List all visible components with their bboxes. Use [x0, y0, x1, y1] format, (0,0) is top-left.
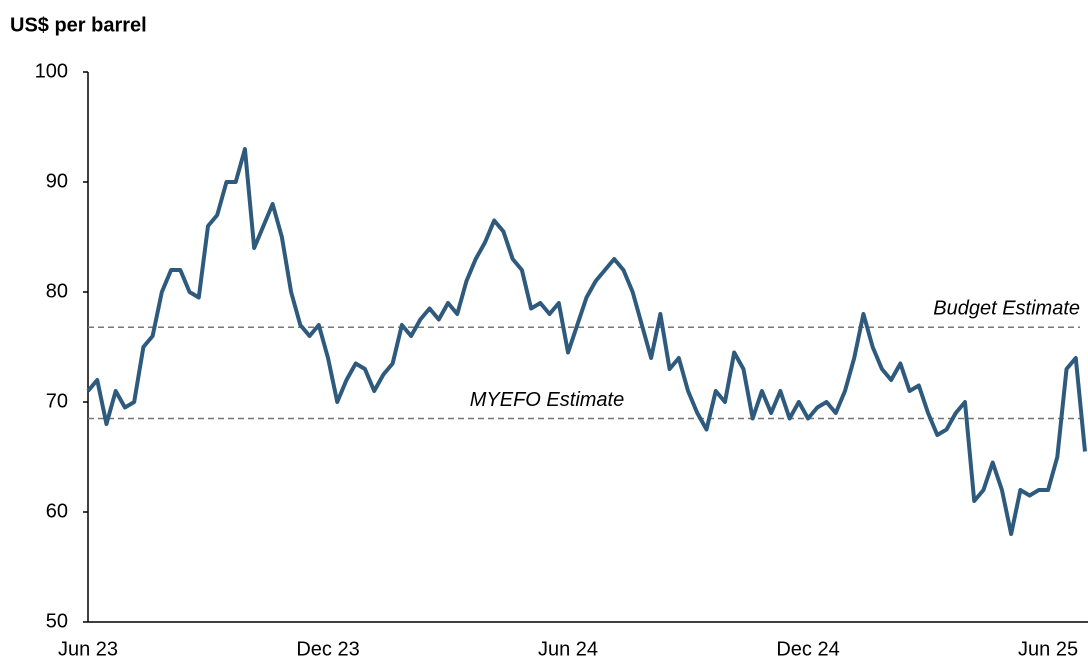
y-tick-label: 60 [46, 500, 68, 522]
y-tick-label: 70 [46, 390, 68, 412]
x-tick-label: Dec 24 [776, 638, 839, 660]
y-axis-title: US$ per barrel [10, 14, 147, 36]
y-tick-label: 80 [46, 280, 68, 302]
y-tick-label: 90 [46, 170, 68, 192]
x-tick-label: Jun 24 [538, 638, 598, 660]
annotation-label: Budget Estimate [933, 297, 1080, 319]
y-tick-label: 100 [35, 60, 68, 82]
price-line [86, 147, 1087, 536]
annotation-label: MYEFO Estimate [470, 389, 624, 411]
x-tick-label: Dec 23 [296, 638, 359, 660]
y-tick-label: 50 [46, 610, 68, 632]
x-tick-label: Jun 25 [1018, 638, 1078, 660]
x-tick-label: Jun 23 [58, 638, 118, 660]
